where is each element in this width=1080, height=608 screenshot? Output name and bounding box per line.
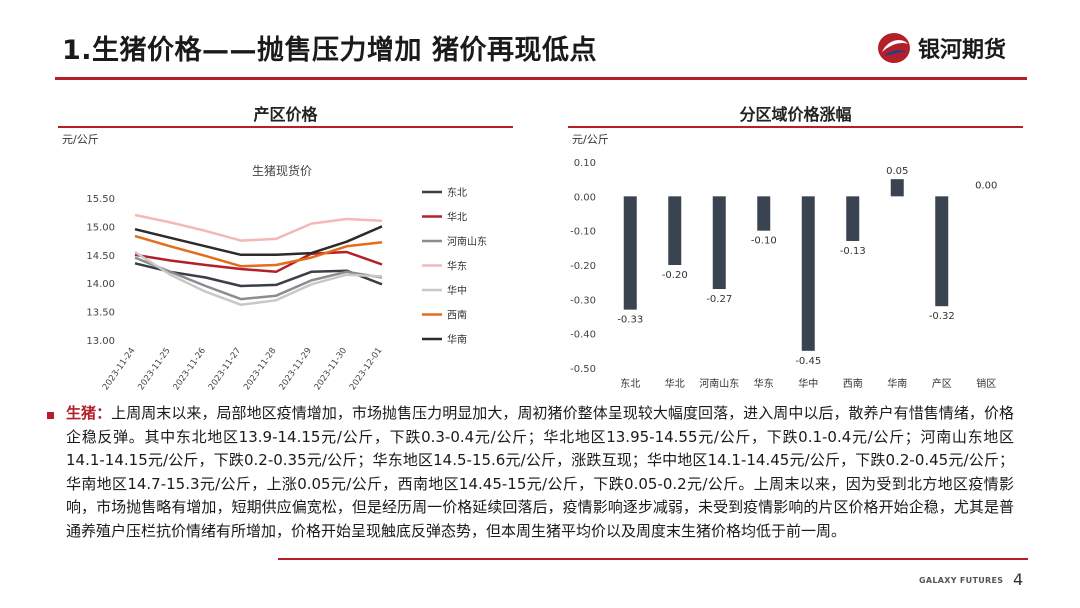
series-line-西南 bbox=[134, 234, 383, 268]
legend-label: 华北 bbox=[447, 211, 467, 224]
series-line-华南 bbox=[134, 225, 383, 257]
data-label: -0.13 bbox=[840, 246, 866, 257]
bar-东北 bbox=[623, 196, 637, 310]
brand-name: 银河期货 bbox=[918, 38, 1007, 63]
right-panel-title: 分区域价格涨幅 bbox=[739, 105, 852, 124]
bar-华中 bbox=[801, 196, 815, 351]
legend-label: 华东 bbox=[447, 260, 467, 273]
series-line-河南山东 bbox=[134, 256, 383, 301]
line-chart: 生猪现货价 15.50 15.00 14.50 14.00 13.50 13.00 202… bbox=[86, 163, 487, 392]
x-tick-label: 2023-11-26 bbox=[171, 346, 208, 392]
x-tick-label: 2023-11-27 bbox=[207, 346, 244, 392]
y-tick-label: -0.30 bbox=[570, 295, 596, 306]
legend-label: 河南山东 bbox=[447, 235, 487, 248]
x-tick-label: 2023-11-30 bbox=[313, 346, 350, 392]
y-tick-label: 0.10 bbox=[574, 158, 596, 169]
bar-华南 bbox=[890, 179, 904, 197]
left-panel-title: 产区价格 bbox=[253, 105, 318, 124]
x-tick-label: 2023-12-01 bbox=[348, 346, 385, 392]
x-category-label: 产区 bbox=[932, 377, 952, 390]
x-category-label: 华东 bbox=[754, 377, 774, 390]
header-divider bbox=[55, 77, 1027, 80]
brand: 银河期货 bbox=[876, 30, 1006, 66]
y-tick-label: 15.50 bbox=[86, 194, 115, 205]
data-label: -0.45 bbox=[795, 356, 821, 367]
left-unit-label: 元/公斤 bbox=[62, 133, 99, 146]
y-tick-label: -0.10 bbox=[570, 227, 596, 238]
bar-华北 bbox=[668, 196, 682, 265]
y-tick-label: 0.00 bbox=[574, 192, 596, 203]
x-category-label: 东北 bbox=[620, 377, 640, 390]
right-panel-divider bbox=[568, 126, 1023, 128]
bar-chart: 0.10 0.00 -0.10 -0.20 -0.30 -0.40 -0.50 -0.33 -… bbox=[570, 158, 997, 390]
data-label: -0.32 bbox=[929, 311, 955, 322]
legend-label: 东北 bbox=[447, 186, 467, 199]
series-line-华东 bbox=[134, 213, 383, 242]
summary-lead: 生猪： bbox=[66, 404, 112, 422]
y-tick-label: 14.50 bbox=[86, 251, 115, 262]
data-label: 0.05 bbox=[886, 166, 908, 177]
x-category-label: 销区 bbox=[976, 377, 996, 390]
line-chart-title: 生猪现货价 bbox=[252, 163, 312, 178]
data-label: 0.00 bbox=[975, 180, 997, 191]
legend-label: 西南 bbox=[447, 309, 467, 322]
legend-label: 华中 bbox=[447, 284, 467, 297]
bullet-marker bbox=[47, 412, 54, 419]
summary-text: 上周周末以来，局部地区疫情增加，市场抛售压力明显加大，周初猪价整体呈现较大幅度回… bbox=[66, 404, 1014, 540]
x-tick-label: 2023-11-25 bbox=[136, 346, 173, 392]
x-category-label: 西南 bbox=[843, 377, 863, 390]
series-line-东北 bbox=[134, 262, 383, 288]
galaxy-logo-icon bbox=[878, 33, 910, 63]
bar-产区 bbox=[935, 196, 949, 307]
x-tick-label: 2023-11-29 bbox=[277, 346, 314, 392]
data-label: -0.10 bbox=[751, 236, 777, 247]
y-tick-label: 13.00 bbox=[86, 336, 115, 347]
left-panel-divider bbox=[58, 126, 513, 128]
x-tick-label: 2023-11-28 bbox=[242, 346, 279, 392]
bar-河南山东 bbox=[712, 196, 726, 290]
footer-divider bbox=[278, 558, 1028, 560]
y-tick-label: -0.40 bbox=[570, 330, 596, 341]
summary-paragraph: 生猪：上周周末以来，局部地区疫情增加，市场抛售压力明显加大，周初猪价整体呈现较大… bbox=[66, 402, 1014, 543]
data-label: -0.20 bbox=[662, 270, 688, 281]
y-tick-label: -0.20 bbox=[570, 261, 596, 272]
page-title: 1.生猪价格——抛售压力增加 猪价再现低点 bbox=[62, 35, 597, 66]
right-unit-label: 元/公斤 bbox=[572, 133, 609, 146]
data-label: -0.33 bbox=[617, 315, 643, 326]
legend-label: 华南 bbox=[447, 333, 467, 346]
footer-brand: GALAXY FUTURES bbox=[919, 576, 1004, 585]
series-line-华北 bbox=[134, 250, 383, 274]
x-tick-label: 2023-11-24 bbox=[101, 346, 138, 392]
x-category-label: 华中 bbox=[798, 377, 818, 390]
y-tick-label: 15.00 bbox=[86, 222, 115, 233]
y-tick-label: 13.50 bbox=[86, 308, 115, 319]
y-tick-label: 14.00 bbox=[86, 279, 115, 290]
x-category-label: 河南山东 bbox=[699, 377, 739, 390]
x-category-label: 华南 bbox=[887, 377, 907, 390]
x-category-label: 华北 bbox=[665, 377, 685, 390]
y-tick-label: -0.50 bbox=[570, 364, 596, 375]
bar-西南 bbox=[846, 196, 860, 241]
page-number: 4 bbox=[1013, 570, 1024, 589]
bar-华东 bbox=[757, 196, 771, 231]
data-label: -0.27 bbox=[706, 294, 732, 305]
series-line-华中 bbox=[134, 250, 383, 307]
